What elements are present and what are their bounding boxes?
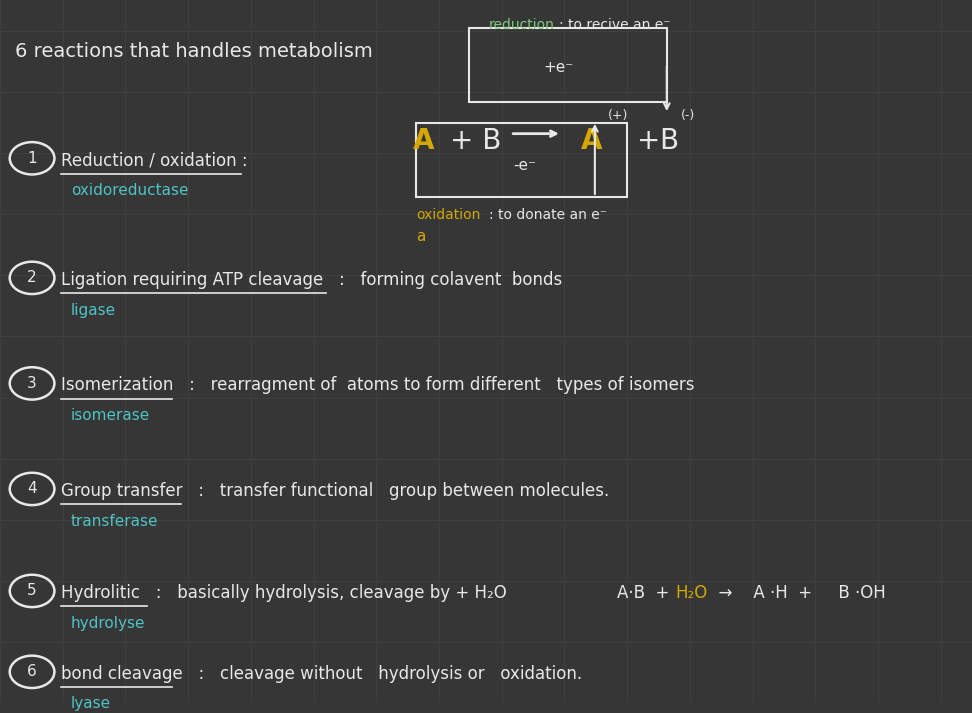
Text: A·B  +: A·B + <box>617 584 675 602</box>
Text: -e⁻: -e⁻ <box>513 158 537 173</box>
Text: Hydrolitic   :   basically hydrolysis, cleavage by + H₂O: Hydrolitic : basically hydrolysis, cleav… <box>61 584 507 602</box>
Text: 6: 6 <box>27 665 37 679</box>
Text: A: A <box>413 127 434 155</box>
Text: 1: 1 <box>27 150 37 166</box>
Bar <box>416 123 627 197</box>
Text: Group transfer   :   transfer functional   group between molecules.: Group transfer : transfer functional gro… <box>61 482 609 500</box>
Text: : to donate an e⁻: : to donate an e⁻ <box>489 207 608 222</box>
Text: Ligation requiring ATP cleavage   :   forming colavent  bonds: Ligation requiring ATP cleavage : formin… <box>61 271 563 289</box>
Text: 6 reactions that handles metabolism: 6 reactions that handles metabolism <box>15 42 372 61</box>
Text: Isomerization   :   rearragment of  atoms to form different   types of isomers: Isomerization : rearragment of atoms to … <box>61 376 695 394</box>
Text: : to recive an e⁻: : to recive an e⁻ <box>559 18 671 31</box>
Text: oxidation: oxidation <box>416 207 480 222</box>
Text: oxidoreductase: oxidoreductase <box>71 183 189 198</box>
Text: bond cleavage   :   cleavage without   hydrolysis or   oxidation.: bond cleavage : cleavage without hydroly… <box>61 665 582 683</box>
Bar <box>469 28 667 102</box>
Text: A: A <box>581 127 603 155</box>
Text: 4: 4 <box>27 481 37 496</box>
Text: + B: + B <box>450 127 502 155</box>
Text: 2: 2 <box>27 270 37 285</box>
Text: hydrolyse: hydrolyse <box>71 615 146 630</box>
Text: B: B <box>659 127 678 155</box>
Text: (+): (+) <box>608 109 628 122</box>
Text: 5: 5 <box>27 583 37 598</box>
Text: 3: 3 <box>27 376 37 391</box>
Text: →    A ·H  +     B ·OH: → A ·H + B ·OH <box>708 584 885 602</box>
Text: transferase: transferase <box>71 513 158 528</box>
Text: Reduction / oxidation :: Reduction / oxidation : <box>61 151 248 169</box>
Text: (-): (-) <box>680 109 695 122</box>
Text: +: + <box>637 127 660 155</box>
Text: +e⁻: +e⁻ <box>543 60 574 75</box>
Text: lyase: lyase <box>71 697 111 712</box>
Text: a: a <box>416 229 426 244</box>
Text: reduction: reduction <box>489 18 555 31</box>
Text: H₂O: H₂O <box>676 584 708 602</box>
Text: ligase: ligase <box>71 302 116 317</box>
Text: isomerase: isomerase <box>71 408 151 423</box>
